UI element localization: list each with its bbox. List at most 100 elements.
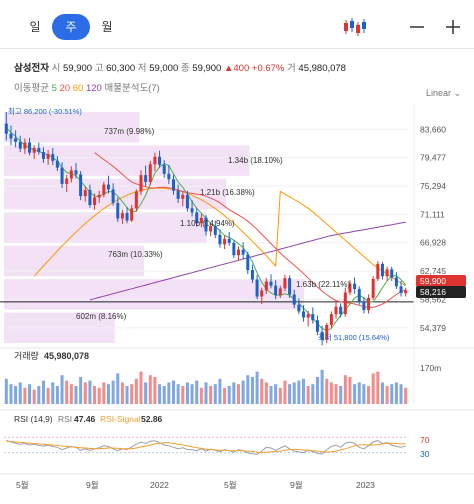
volume-layer — [0, 347, 474, 404]
volume-bar — [144, 382, 148, 404]
candle-body — [167, 173, 171, 180]
scale-label: Linear — [426, 88, 452, 98]
volume-bar — [278, 387, 282, 404]
volume-bar — [116, 373, 120, 404]
candle-body — [106, 184, 110, 190]
rsi-signal-line — [6, 440, 406, 454]
tab-week[interactable]: 주 — [52, 14, 90, 40]
change-value: ▲400 — [223, 63, 250, 74]
candle-body — [399, 286, 403, 294]
candle-body — [148, 164, 152, 182]
volume-bar — [51, 382, 55, 404]
volume-bar — [162, 386, 166, 404]
price-chart[interactable]: 83,660 79,477 75,294 71,111 66,928 62,745 58,5… — [0, 104, 474, 504]
candle-body — [158, 156, 162, 165]
volume-bar — [371, 373, 375, 404]
candle-body — [325, 325, 329, 340]
volume-bar — [357, 382, 361, 404]
volume-bar — [288, 384, 292, 404]
volume-bar — [41, 380, 45, 404]
candle-body — [153, 156, 157, 165]
profile-label-7: 602m (8.16%) — [76, 312, 127, 321]
volume-axis-label: 170m — [420, 363, 441, 373]
candle-body — [394, 277, 398, 287]
volume-bar — [236, 384, 241, 404]
volume-bar — [260, 378, 264, 404]
volume-bar — [297, 380, 301, 404]
ma60-label: 60 — [72, 83, 84, 94]
volume-bar — [171, 380, 176, 404]
volume-bar — [209, 386, 213, 404]
x-axis-layer: 5월 9월 2022 5월 9월 2023 — [0, 473, 474, 490]
volume-bar — [23, 387, 27, 404]
ma120-label: 120 — [85, 83, 102, 94]
price-tick-label: 58,562 — [420, 294, 446, 304]
candle-body — [185, 194, 189, 209]
candle-body — [223, 238, 227, 245]
candle-body — [260, 290, 264, 297]
x-tick-label: 5월 — [224, 480, 237, 490]
all-time-high-label: 최고 86,200 (-30.51%) — [8, 106, 82, 116]
volume-bar — [125, 386, 129, 404]
volume-bar — [362, 384, 366, 404]
chart-type-button[interactable] — [334, 14, 374, 40]
volume-bar — [283, 380, 287, 404]
volume-bar — [60, 375, 64, 404]
candle-body — [88, 190, 92, 205]
candle-body — [181, 194, 185, 199]
volume-bar — [394, 382, 398, 404]
candle-body — [250, 270, 254, 280]
volume-bar — [380, 382, 384, 404]
candle-body — [376, 263, 380, 279]
candle-body — [311, 314, 315, 321]
price-tick-label: 79,477 — [420, 153, 446, 163]
scale-dropdown[interactable]: Linear ⌄ — [426, 88, 461, 99]
current-price-tag — [416, 275, 466, 287]
candle-body — [343, 292, 347, 315]
volume-bar — [55, 386, 59, 404]
candle-body — [297, 304, 301, 312]
candle-body — [209, 225, 213, 232]
volume-bar — [111, 380, 115, 404]
candle-body — [74, 170, 78, 175]
candle-body — [320, 331, 324, 340]
volume-bar — [274, 384, 278, 404]
volume-bar — [255, 371, 259, 404]
tab-month[interactable]: 월 — [101, 20, 113, 34]
volume-bar — [88, 380, 92, 404]
zoom-out-button[interactable] — [404, 14, 430, 40]
candle-body — [162, 164, 166, 174]
ma20-line — [94, 152, 406, 308]
x-tick-label: 9월 — [86, 480, 99, 490]
candle-body — [288, 278, 292, 295]
volume-bar — [79, 377, 83, 404]
volume-bar — [348, 377, 352, 404]
ma5-label: 5 — [51, 83, 57, 94]
volume-bar — [241, 380, 245, 404]
zoom-in-button[interactable] — [440, 14, 466, 40]
candle-body — [334, 306, 338, 315]
x-tick-label: 2022 — [150, 480, 169, 490]
volume-bar — [199, 387, 203, 404]
candle-body — [371, 278, 375, 298]
crosshair-price-tag — [416, 286, 466, 298]
volume-profile-bar — [4, 279, 304, 310]
candle-body — [348, 283, 352, 293]
candle-layer — [4, 112, 408, 346]
rsi-label: RSI — [58, 414, 72, 424]
candle-body — [18, 141, 22, 149]
candle-body — [292, 294, 296, 305]
volume-bar — [218, 378, 222, 404]
candle-body — [139, 175, 143, 192]
candle-body — [241, 249, 245, 255]
volume-bar — [176, 384, 180, 404]
volume-bar — [167, 382, 171, 404]
volume-bar — [74, 386, 78, 404]
candle-body — [134, 191, 138, 209]
candle-body — [390, 269, 394, 278]
volume-bar — [269, 386, 273, 404]
candle-body — [246, 254, 250, 271]
tab-day[interactable]: 일 — [29, 20, 41, 34]
ma20-label: 20 — [59, 83, 71, 94]
candle-body — [274, 285, 278, 296]
